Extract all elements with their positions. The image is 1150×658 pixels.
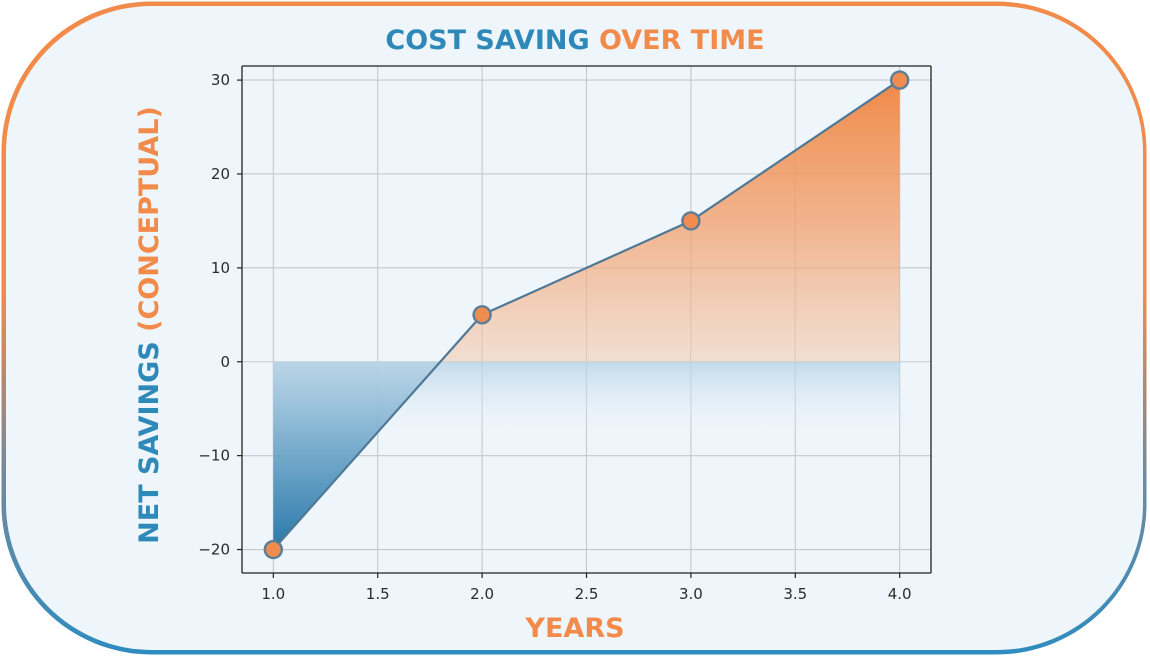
y-tick-label-2: 10	[211, 259, 230, 277]
x-tick-label-5: 3.5	[783, 585, 807, 603]
x-axis-label: YEARS	[524, 613, 624, 644]
data-point-2	[681, 211, 701, 231]
y-tick-label-0: 30	[211, 71, 230, 89]
data-point-1	[472, 305, 492, 325]
x-ticks: 1.0 1.5 2.0 2.5 3.0 3.5 4.0	[261, 573, 912, 603]
y-label-part-2: (CONCEPTUAL)	[134, 106, 165, 332]
y-tick-label-1: 20	[211, 165, 230, 183]
x-tick-label-2: 2.0	[470, 585, 494, 603]
title-part-2: OVER TIME	[599, 25, 765, 56]
y-tick-label-3: 0	[220, 353, 230, 371]
y-tick-label-4: −10	[198, 447, 230, 465]
data-point-3	[889, 70, 910, 90]
x-tick-label-1: 1.5	[366, 585, 390, 603]
x-tick-label-6: 4.0	[888, 585, 912, 603]
x-tick-label-4: 3.0	[679, 585, 703, 603]
y-ticks: 30 20 10 0 −10 −20	[198, 71, 242, 559]
data-points	[263, 70, 910, 560]
positive-area	[440, 80, 900, 362]
y-tick-label-5: −20	[198, 541, 230, 559]
data-point-0	[263, 539, 284, 560]
y-label-part-1: NET SAVINGS	[134, 341, 165, 544]
x-tick-label-3: 2.5	[575, 585, 599, 603]
x-tick-label-0: 1.0	[261, 585, 285, 603]
title-part-1: COST SAVING	[385, 25, 589, 56]
series-line	[272, 79, 901, 551]
y-axis-label: NET SAVINGS (CONCEPTUAL)	[134, 106, 165, 544]
series-line-group	[272, 79, 901, 551]
chart-title: COST SAVING OVER TIME	[385, 25, 764, 56]
